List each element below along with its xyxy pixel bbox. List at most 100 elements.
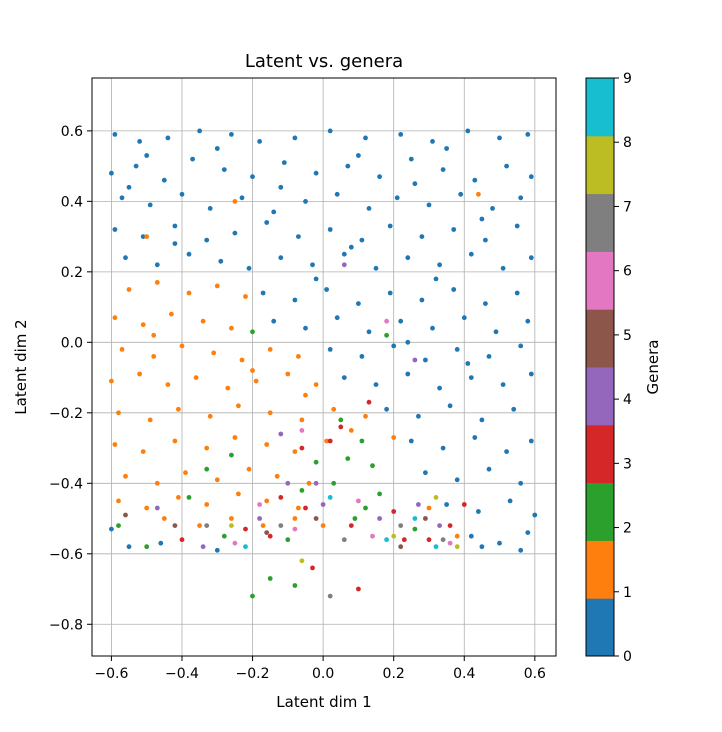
scatter-point (433, 544, 439, 550)
scatter-point (327, 347, 333, 352)
scatter-point (338, 417, 344, 423)
scatter-point (341, 375, 347, 380)
scatter-point (423, 357, 428, 363)
scatter-point (179, 343, 185, 349)
scatter-point (229, 452, 234, 458)
scatter-point (348, 428, 354, 433)
colorbar-segment (586, 135, 614, 195)
scatter-point (331, 406, 337, 412)
y-tick-label: −0.8 (49, 617, 83, 633)
scatter-point (278, 255, 284, 261)
scatter-point (366, 329, 372, 335)
scatter-point (479, 216, 485, 222)
scatter-point (303, 505, 308, 511)
scatter-point (278, 184, 284, 190)
scatter-point (356, 301, 361, 306)
scatter-point (204, 445, 210, 451)
scatter-point (468, 533, 474, 539)
scatter-point (232, 540, 238, 546)
scatter-point (363, 505, 368, 511)
scatter-point (514, 223, 520, 229)
scatter-point (267, 533, 273, 539)
y-tick-label: −0.6 (49, 547, 83, 563)
scatter-point (186, 495, 192, 500)
scatter-point (366, 206, 372, 211)
scatter-point (313, 459, 319, 465)
scatter-point (363, 135, 368, 141)
scatter-point (440, 445, 446, 451)
y-axis-label: Latent dim 2 (12, 319, 30, 414)
scatter-point (373, 265, 379, 271)
scatter-point (140, 234, 146, 240)
scatter-point (123, 473, 128, 479)
scatter-point (419, 297, 425, 303)
scatter-point (154, 505, 160, 511)
scatter-point (356, 586, 361, 592)
scatter-point (472, 435, 478, 440)
scatter-point (341, 262, 347, 268)
scatter-point (204, 502, 210, 507)
x-axis-label: Latent dim 1 (276, 693, 371, 711)
y-tick-label: 0.0 (61, 335, 83, 351)
scatter-point (278, 431, 284, 437)
scatter-point (267, 576, 273, 581)
scatter-point (278, 523, 284, 528)
scatter-point (236, 491, 241, 497)
scatter-point (144, 505, 150, 511)
scatter-point (430, 139, 435, 144)
scatter-point (204, 523, 210, 528)
scatter-point (398, 544, 404, 550)
scatter-point (186, 290, 192, 296)
scatter-point (412, 181, 418, 187)
scatter-point (518, 195, 524, 201)
scatter-point (112, 315, 118, 321)
scatter-point (197, 523, 203, 528)
scatter-point (366, 399, 372, 405)
scatter-point (500, 265, 506, 271)
scatter-point (221, 167, 227, 173)
scatter-point (454, 533, 460, 539)
scatter-point (154, 280, 160, 285)
scatter-point (264, 442, 270, 447)
scatter-point (313, 382, 319, 387)
scatter-point (356, 153, 361, 158)
scatter-point (161, 177, 167, 183)
scatter-point (419, 234, 425, 240)
scatter-point (437, 385, 442, 391)
scatter-point (292, 449, 298, 454)
scatter-point (348, 244, 354, 250)
scatter-point (370, 463, 375, 469)
y-tick-label: 0.6 (61, 124, 83, 140)
scatter-point (109, 170, 114, 176)
scatter-point (260, 290, 266, 296)
scatter-point (345, 456, 351, 461)
scatter-point (218, 258, 224, 264)
scatter-point (133, 163, 139, 169)
scatter-point (377, 491, 382, 497)
scatter-point (303, 325, 308, 331)
scatter-point (426, 537, 432, 543)
scatter-point (292, 297, 298, 303)
scatter-point (384, 537, 389, 543)
scatter-point (243, 544, 248, 550)
scatter-point (172, 241, 178, 247)
colorbar-segment (586, 78, 614, 137)
scatter-point (352, 516, 358, 521)
scatter-point (299, 488, 305, 493)
scatter-point (310, 565, 315, 571)
scatter-point (454, 347, 460, 352)
scatter-point (176, 495, 181, 500)
scatter-point (334, 191, 340, 197)
scatter-point (486, 354, 492, 359)
scatter-point (359, 438, 365, 444)
scatter-point (186, 251, 192, 257)
scatter-point (391, 343, 397, 349)
colorbar-tick-label: 0 (623, 649, 632, 665)
scatter-point (200, 318, 206, 324)
scatter-point (405, 371, 411, 377)
scatter-point (126, 287, 132, 292)
scatter-point (179, 191, 185, 197)
scatter-point (112, 442, 118, 447)
scatter-point (154, 262, 160, 268)
scatter-point (144, 234, 150, 240)
